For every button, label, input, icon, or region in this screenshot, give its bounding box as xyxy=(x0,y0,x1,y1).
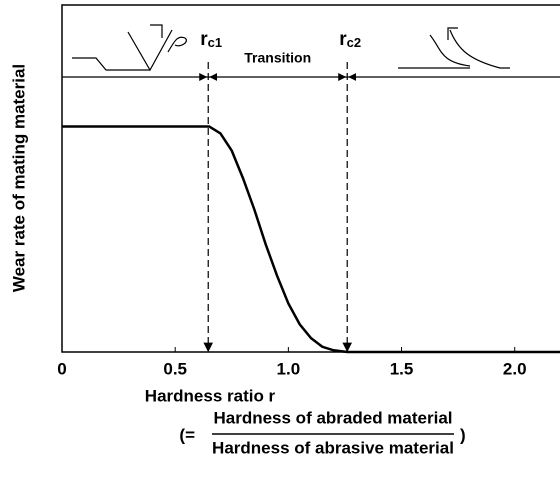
abrasion-sketch xyxy=(72,24,187,72)
x-tick-label: 1.5 xyxy=(390,359,414,378)
x-tick-label: 0 xyxy=(57,359,66,378)
x-tick-label: 0.5 xyxy=(163,359,187,378)
x-tick-label: 2.0 xyxy=(503,359,527,378)
critical-ratio-subscript: c1 xyxy=(208,35,222,50)
critical-ratio-symbol: r xyxy=(339,29,347,50)
x-tick-label: 1.0 xyxy=(277,359,301,378)
region-label: Transition xyxy=(244,50,311,66)
formula-numerator: Hardness of abraded material xyxy=(213,408,452,427)
critical-ratio-label: rc1 xyxy=(200,29,222,50)
plot-frame xyxy=(61,4,560,353)
formula-open: (= xyxy=(179,425,195,444)
sliding-sketch xyxy=(398,27,510,69)
critical-ratio-label: rc2 xyxy=(339,29,361,50)
formula-denominator: Hardness of abrasive material xyxy=(212,438,454,457)
y-axis-label: Wear rate of mating material xyxy=(9,64,28,292)
formula-close: ) xyxy=(460,425,466,444)
critical-ratio-subscript: c2 xyxy=(347,35,361,50)
x-axis-label: Hardness ratio r xyxy=(145,386,276,405)
wear-curve xyxy=(62,125,560,354)
critical-ratio-symbol: r xyxy=(200,29,208,50)
